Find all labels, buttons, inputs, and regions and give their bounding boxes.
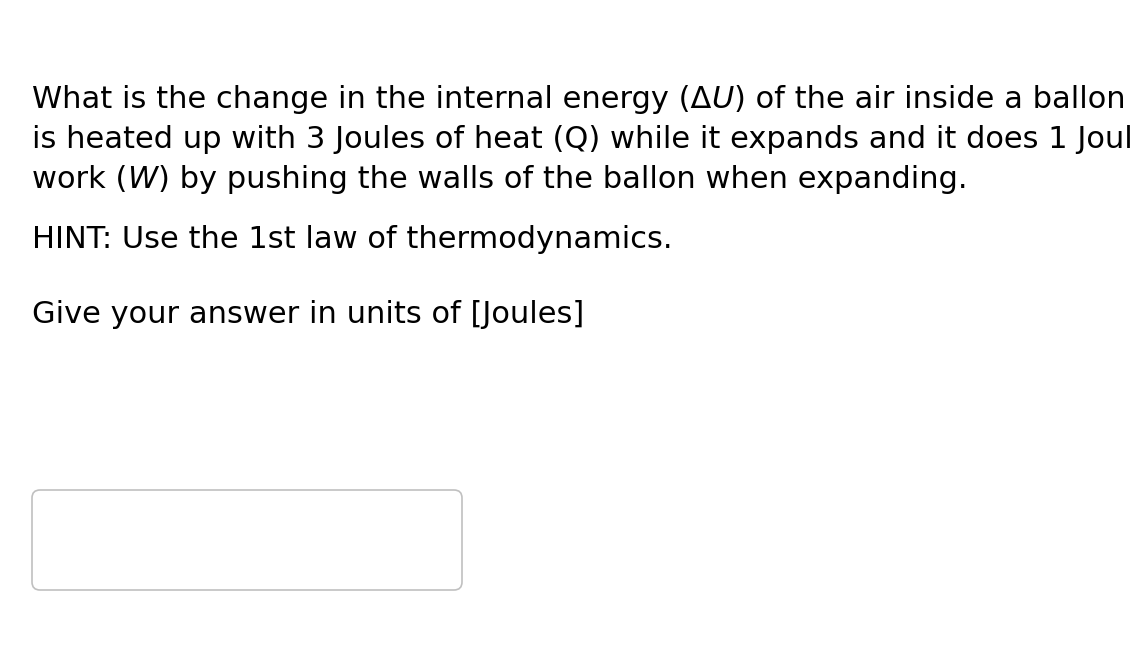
Text: work (: work ( (32, 165, 127, 194)
Text: W: W (127, 165, 157, 194)
Text: ) of the air inside a ballon if it: ) of the air inside a ballon if it (734, 85, 1133, 114)
Text: ) by pushing the walls of the ballon when expanding.: ) by pushing the walls of the ballon whe… (157, 165, 966, 194)
Text: Give your answer in units of [Joules]: Give your answer in units of [Joules] (32, 300, 585, 329)
Text: is heated up with 3 Joules of heat (Q) while it expands and it does 1 Joule of: is heated up with 3 Joules of heat (Q) w… (32, 125, 1133, 154)
FancyBboxPatch shape (32, 490, 462, 590)
Text: HINT: Use the 1st law of thermodynamics.: HINT: Use the 1st law of thermodynamics. (32, 225, 673, 254)
Text: U: U (712, 85, 734, 114)
Text: What is the change in the internal energy (Δ: What is the change in the internal energ… (32, 85, 712, 114)
